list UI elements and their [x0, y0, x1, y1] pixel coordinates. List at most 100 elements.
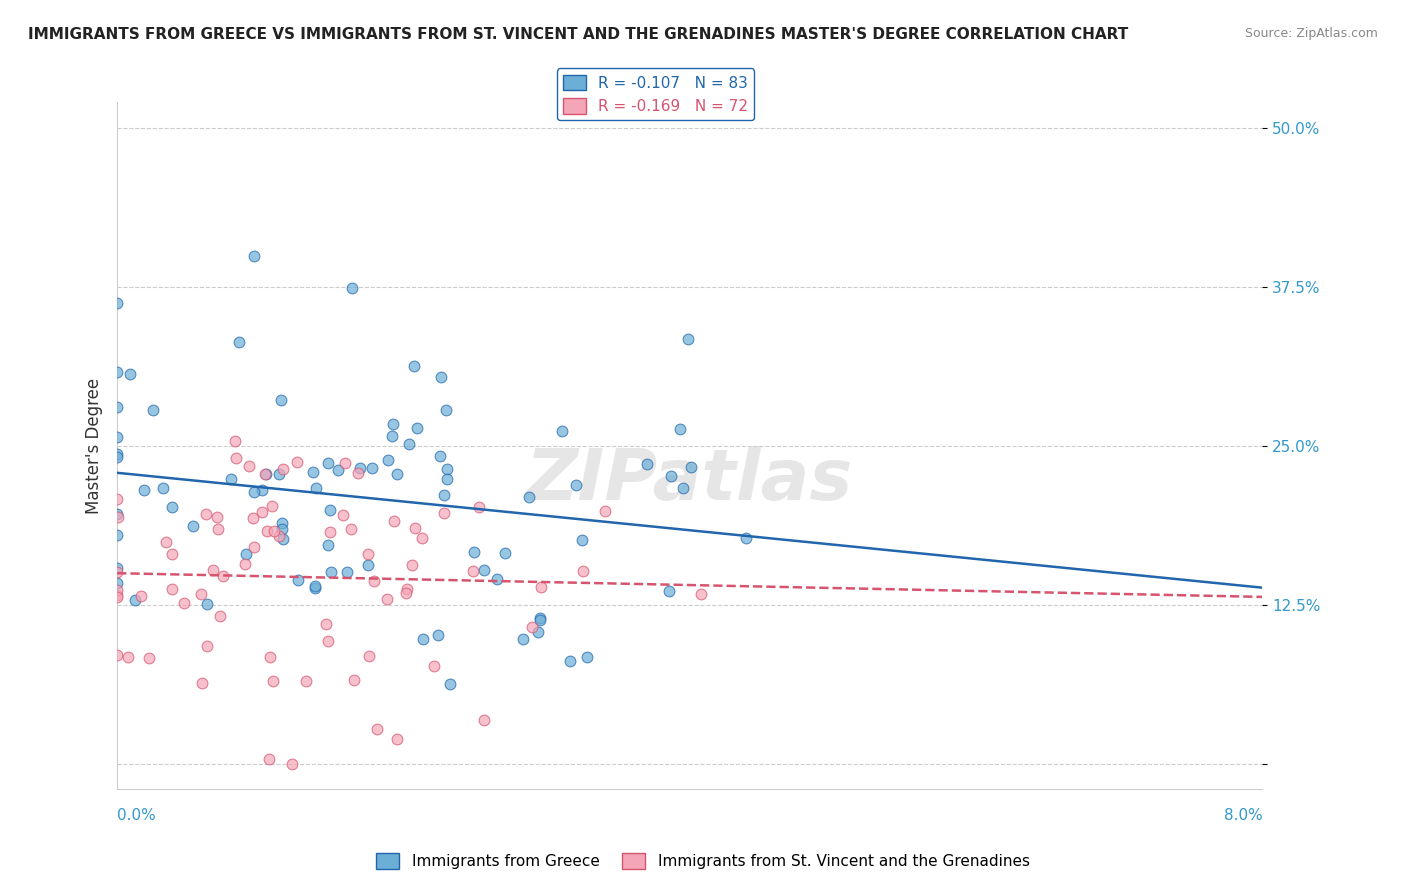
Point [124, 593, 146, 607]
Point [256, 524, 278, 538]
Point [526, 625, 548, 640]
Text: 8.0%: 8.0% [1223, 808, 1263, 823]
Point [152, 481, 174, 495]
Text: 0.0%: 0.0% [117, 808, 156, 823]
Point [433, 506, 456, 520]
Point [689, 587, 711, 601]
Point [233, 558, 256, 572]
Point [522, 620, 544, 634]
Point [426, 628, 449, 642]
Point [243, 540, 266, 554]
Point [304, 579, 326, 593]
Point [305, 481, 328, 495]
Point [405, 421, 427, 435]
Point [375, 591, 398, 606]
Point [138, 651, 160, 665]
Point [565, 478, 588, 492]
Point [436, 473, 458, 487]
Point [486, 572, 509, 586]
Point [271, 462, 294, 476]
Point [142, 402, 165, 417]
Point [316, 456, 339, 470]
Point [287, 573, 309, 587]
Point [326, 463, 349, 477]
Point [270, 522, 292, 536]
Point [105, 565, 128, 579]
Point [404, 359, 426, 374]
Point [472, 713, 495, 727]
Point [316, 634, 339, 648]
Point [129, 589, 152, 603]
Point [412, 632, 434, 646]
Point [398, 436, 420, 450]
Point [529, 611, 551, 625]
Point [575, 650, 598, 665]
Point [678, 332, 700, 346]
Point [377, 452, 399, 467]
Point [105, 430, 128, 444]
Point [659, 468, 682, 483]
Point [262, 499, 284, 513]
Point [207, 522, 229, 536]
Point [250, 505, 273, 519]
Point [105, 588, 128, 602]
Point [105, 295, 128, 310]
Point [190, 587, 212, 601]
Point [269, 529, 291, 543]
Point [105, 491, 128, 506]
Point [254, 467, 277, 481]
Point [270, 392, 292, 407]
Point [429, 449, 451, 463]
Point [202, 563, 225, 577]
Point [191, 675, 214, 690]
Point [105, 400, 128, 414]
Point [228, 334, 250, 349]
Point [117, 649, 139, 664]
Point [205, 509, 228, 524]
Point [560, 655, 582, 669]
Point [401, 558, 423, 573]
Point [340, 522, 363, 536]
Point [529, 613, 551, 627]
Point [735, 531, 758, 545]
Point [105, 575, 128, 590]
Point [439, 677, 461, 691]
Point [636, 457, 658, 471]
Point [336, 566, 359, 580]
Legend: R = -0.107   N = 83, R = -0.169   N = 72: R = -0.107 N = 83, R = -0.169 N = 72 [557, 69, 754, 120]
Point [105, 365, 128, 379]
Point [347, 466, 370, 480]
Point [669, 421, 692, 435]
Point [242, 511, 264, 525]
Point [363, 574, 385, 588]
Point [404, 521, 426, 535]
Point [340, 281, 363, 295]
Point [267, 467, 290, 481]
Point [281, 756, 304, 771]
Point [366, 722, 388, 736]
Point [319, 566, 342, 580]
Point [436, 461, 458, 475]
Point [208, 609, 231, 624]
Point [593, 504, 616, 518]
Point [243, 485, 266, 500]
Point [160, 547, 183, 561]
Point [672, 481, 695, 495]
Point [155, 535, 177, 549]
Point [357, 547, 380, 561]
Point [430, 370, 453, 384]
Point [436, 403, 458, 417]
Point [517, 490, 540, 504]
Point [105, 450, 128, 464]
Y-axis label: Master's Degree: Master's Degree [86, 377, 103, 514]
Point [396, 582, 419, 596]
Point [105, 508, 128, 522]
Point [195, 639, 218, 653]
Point [194, 507, 217, 521]
Point [382, 514, 405, 528]
Point [463, 545, 485, 559]
Point [271, 533, 294, 547]
Point [658, 583, 681, 598]
Point [395, 586, 418, 600]
Point [224, 434, 246, 449]
